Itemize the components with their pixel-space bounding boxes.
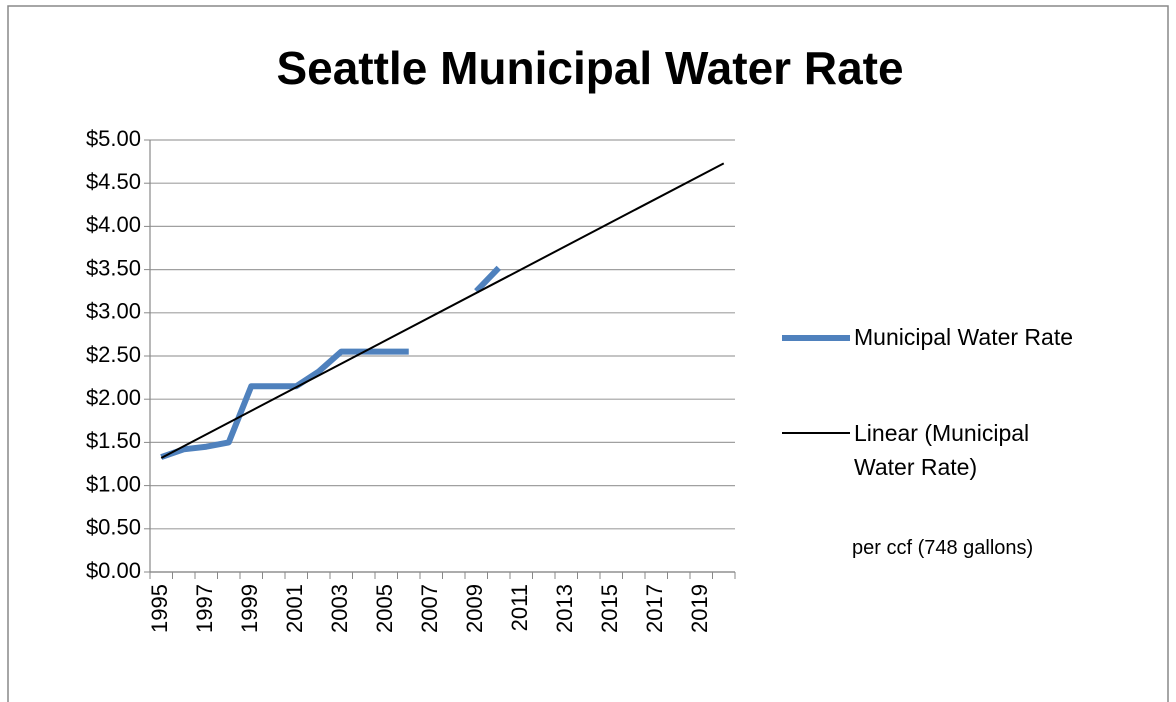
chart-frame — [7, 5, 1169, 702]
y-tick-label: $2.00 — [86, 385, 141, 410]
legend-label: Municipal Water Rate — [854, 324, 1073, 350]
annotation: per ccf (748 gallons) — [852, 537, 1034, 559]
x-tick-label: 1995 — [147, 584, 172, 633]
x-tick-label: 2017 — [642, 584, 667, 633]
series-line — [160, 265, 501, 460]
trendline — [160, 162, 725, 459]
y-tick-label: $2.50 — [86, 342, 141, 367]
y-tick-label: $1.00 — [86, 471, 141, 496]
x-tick-label: 2003 — [327, 584, 352, 633]
x-tick-label: 1999 — [237, 584, 262, 633]
y-tick-label: $0.00 — [86, 558, 141, 583]
x-tick-label: 2011 — [507, 584, 532, 631]
y-tick-label: $4.50 — [86, 169, 141, 194]
x-tick-label: 2015 — [597, 584, 622, 633]
y-tick-label: $1.50 — [86, 428, 141, 453]
y-tick-label: $5.00 — [86, 126, 141, 151]
x-tick-label: 2013 — [552, 584, 577, 633]
x-tick-label: 2007 — [417, 584, 442, 633]
legend-label: Linear (Municipal Water Rate) — [854, 420, 1030, 480]
annotation-box: per ccf (748 gallons) — [852, 537, 1034, 559]
x-tick-label: 2005 — [372, 584, 397, 633]
chart-title: Seattle Municipal Water Rate — [276, 42, 903, 94]
x-tick-label: 1997 — [192, 584, 217, 633]
x-tick-label: 2019 — [687, 584, 712, 633]
legend-label-box: Linear (Municipal Water Rate) — [854, 420, 1030, 480]
y-tick-label: $3.00 — [86, 299, 141, 324]
x-tick-label: 2009 — [462, 584, 487, 633]
y-tick-label: $3.50 — [86, 255, 141, 280]
y-tick-label: $0.50 — [86, 515, 141, 540]
y-tick-label: $4.00 — [86, 212, 141, 237]
x-tick-label: 2001 — [282, 584, 307, 633]
